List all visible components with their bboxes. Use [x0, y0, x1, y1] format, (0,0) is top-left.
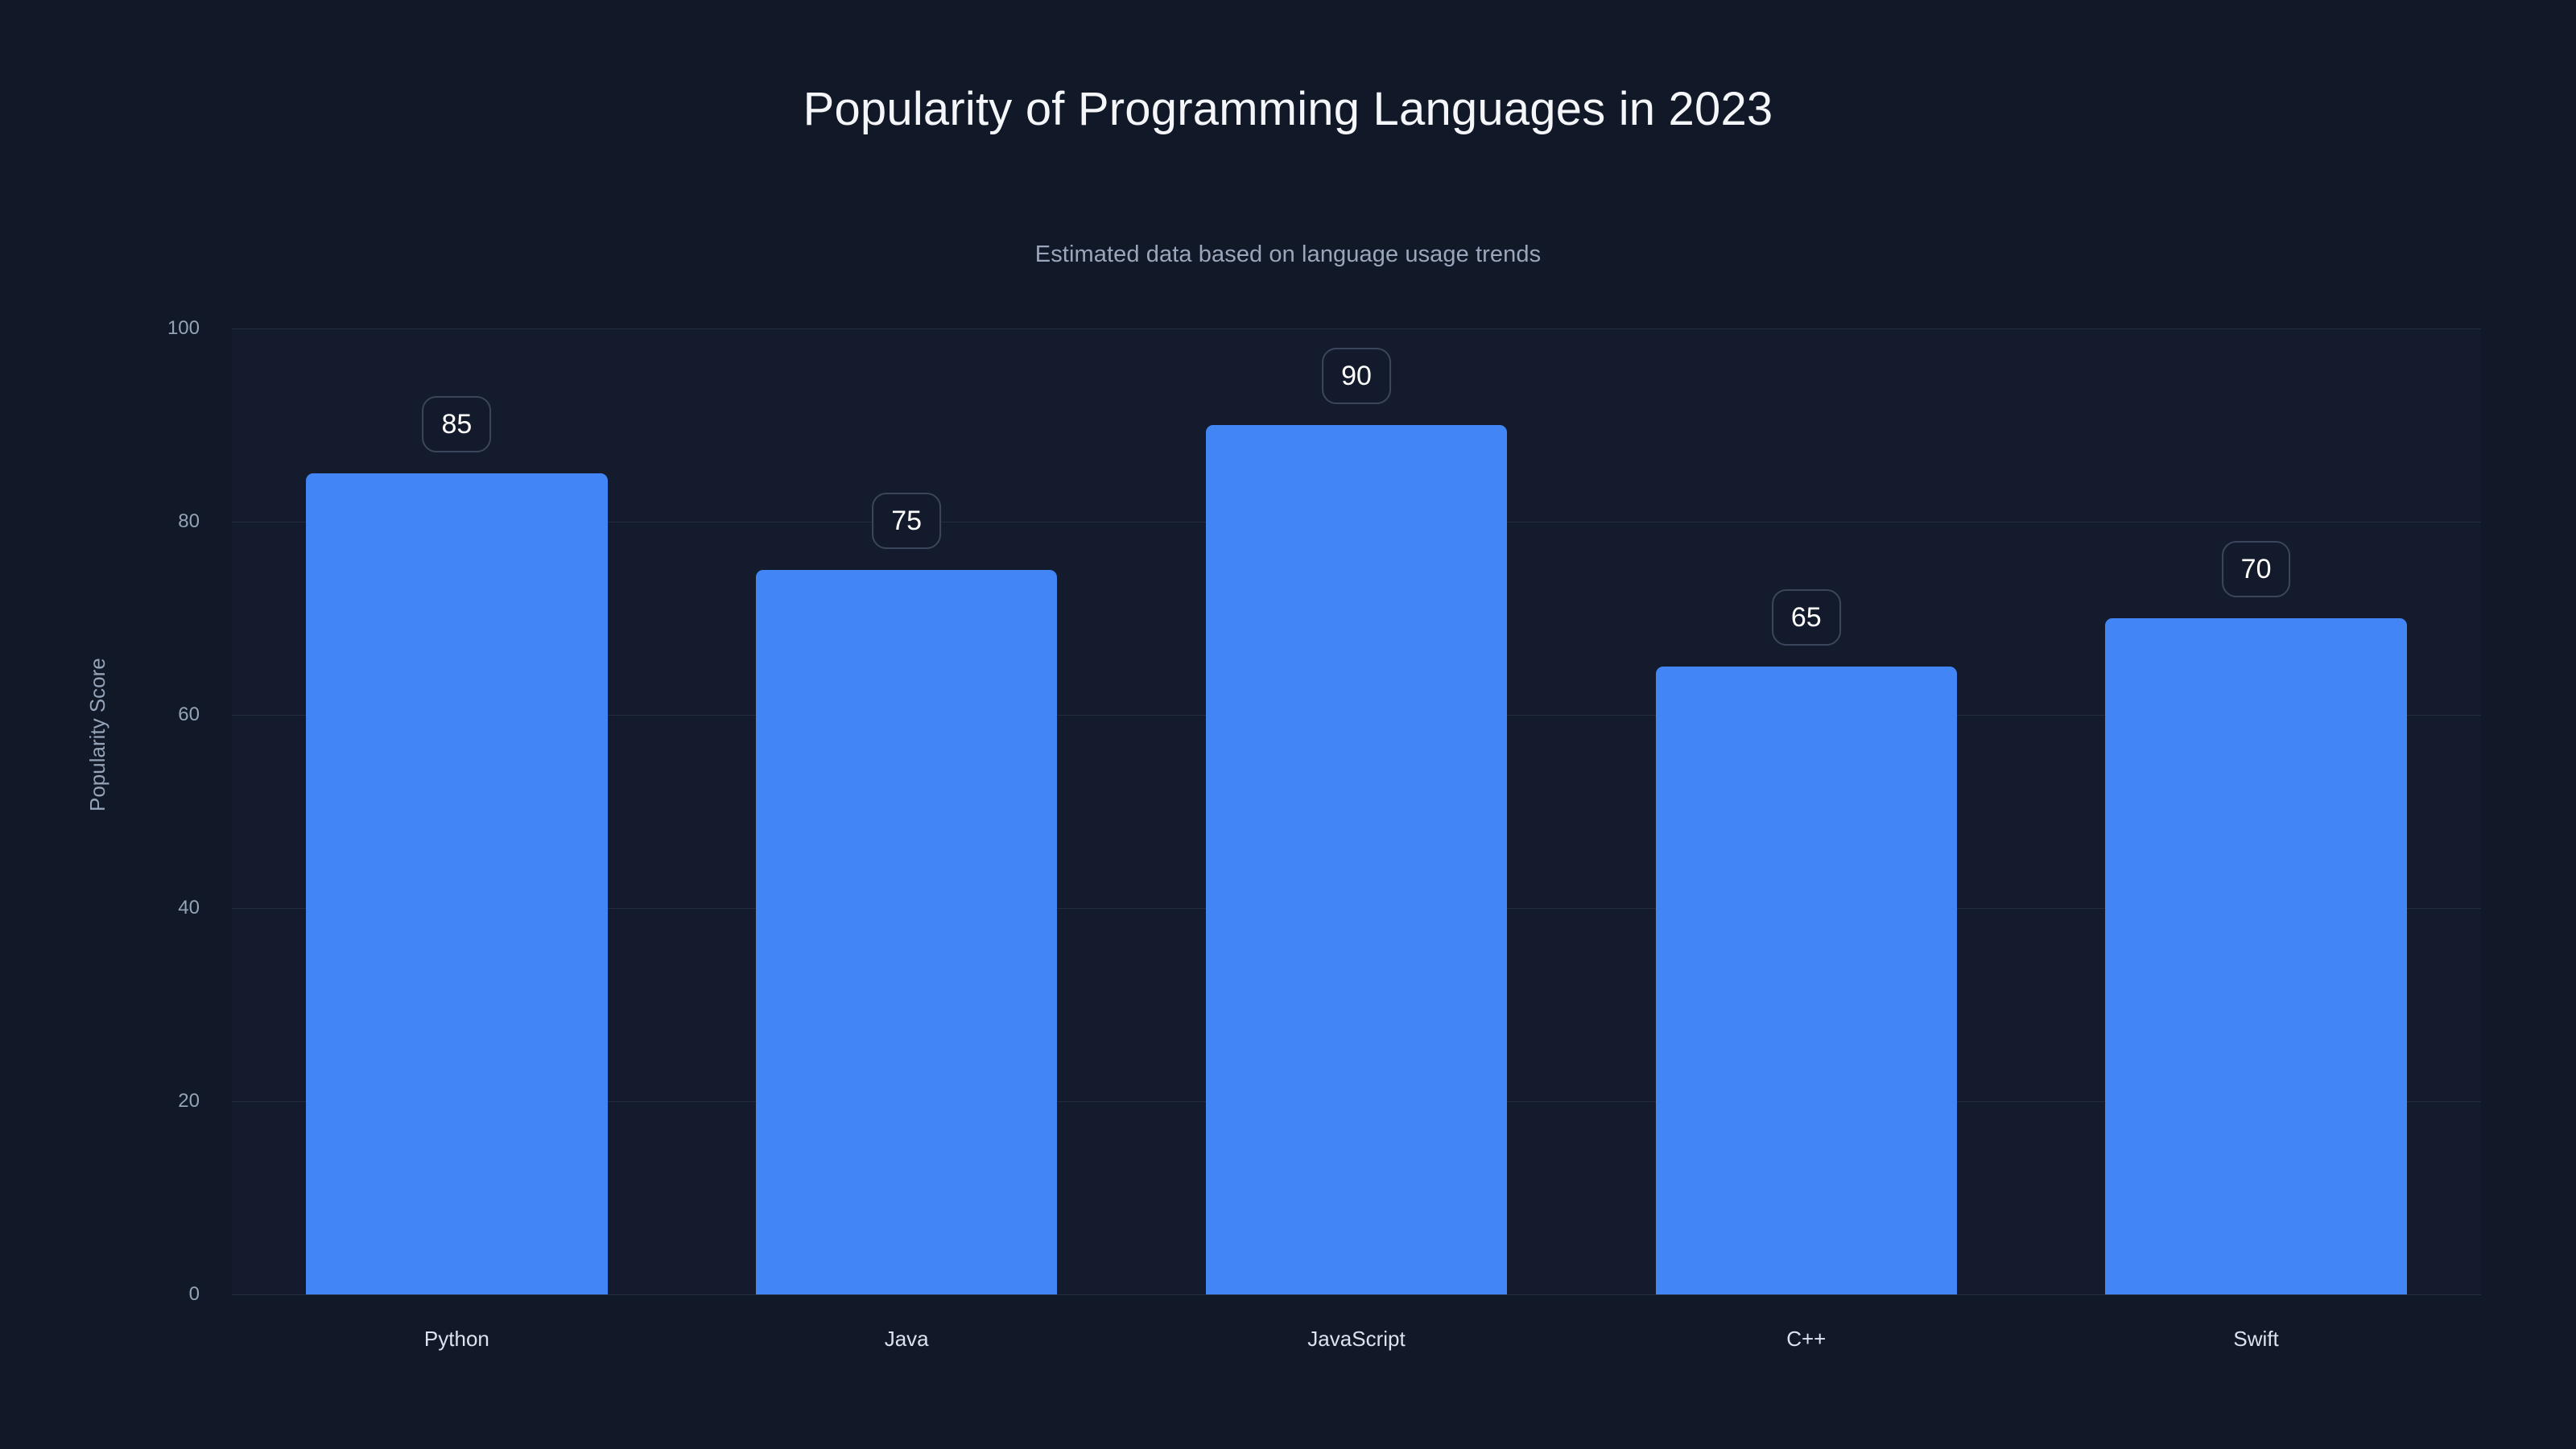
y-axis-tick-label: 60: [178, 704, 200, 725]
y-axis-tick-label: 40: [178, 897, 200, 919]
bar[interactable]: [756, 570, 1058, 1294]
y-axis-tick-label: 20: [178, 1090, 200, 1112]
value-badge: 65: [1771, 589, 1841, 646]
value-badge: 90: [1322, 348, 1391, 404]
chart-subtitle: Estimated data based on language usage t…: [1034, 242, 1542, 267]
bar[interactable]: [1655, 667, 1957, 1294]
y-axis-title: Popularity Score: [85, 658, 109, 811]
x-axis-tick-label: JavaScript: [1307, 1327, 1406, 1351]
chart-title: Popularity of Programming Languages in 2…: [803, 83, 1773, 135]
value-badge: 85: [422, 396, 492, 452]
gridline: [232, 328, 2481, 329]
gridline: [232, 1294, 2481, 1295]
plot-area: [232, 328, 2481, 1295]
bar[interactable]: [1205, 425, 1508, 1294]
y-axis-tick-label: 100: [167, 317, 200, 339]
x-axis-tick-label: C++: [1786, 1327, 1827, 1351]
bar[interactable]: [306, 473, 608, 1294]
x-axis-tick-label: Java: [884, 1327, 929, 1351]
y-axis-tick-label: 80: [178, 510, 200, 532]
value-badge: 70: [2221, 541, 2291, 597]
bar[interactable]: [2105, 618, 2407, 1294]
y-axis-tick-label: 0: [188, 1283, 200, 1305]
x-axis-tick-label: Swift: [2233, 1327, 2279, 1351]
value-badge: 75: [872, 493, 942, 549]
x-axis-tick-label: Python: [423, 1327, 489, 1351]
